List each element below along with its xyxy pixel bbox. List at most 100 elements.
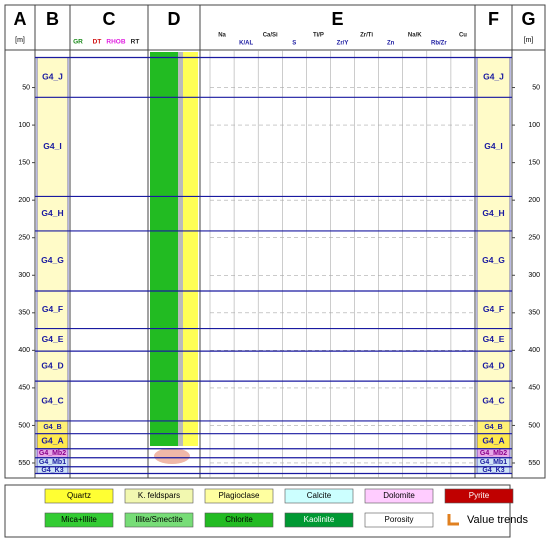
depth-unit: [m]: [15, 37, 25, 44]
legend-swatch: [204, 512, 274, 528]
curve-label: GR: [73, 39, 83, 46]
legend-swatch: [124, 512, 194, 528]
element-label: Na/K: [408, 33, 422, 39]
lithology-lens: [154, 448, 190, 464]
zone-label: G4_E: [483, 334, 505, 344]
depth-tick-label: 50: [22, 84, 30, 91]
zone-label: G4_Mb2: [39, 450, 66, 457]
zone-box: [36, 380, 69, 422]
zone-label: G4_B: [484, 424, 502, 431]
depth-tick-label: 350: [18, 310, 30, 317]
legend-label: Dolomite: [383, 491, 415, 500]
zone-label: G4_G: [41, 255, 64, 265]
zone-label: G4_D: [41, 360, 63, 370]
column-header: F: [488, 9, 499, 29]
element-label: Na: [218, 33, 226, 39]
zone-label: G4_J: [42, 72, 63, 82]
depth-tick-label: 450: [18, 385, 30, 392]
depth-tick-label: 50: [532, 84, 540, 91]
zone-label: G4_K3: [482, 467, 504, 474]
zone-label: G4_D: [482, 360, 504, 370]
legend-swatch: [204, 488, 274, 504]
legend-label: Mica+Illite: [61, 515, 97, 524]
legend-swatch: [44, 488, 114, 504]
legend-label: Quartz: [67, 491, 91, 500]
zone-label: G4_C: [41, 395, 63, 405]
lithology-clay: [150, 52, 178, 446]
depth-unit: [m]: [524, 37, 534, 44]
element-label: S: [292, 41, 296, 47]
depth-tick-label: 500: [528, 422, 540, 429]
depth-tick-label: 100: [528, 122, 540, 129]
zone-label: G4_E: [42, 334, 64, 344]
curve-label: DT: [93, 39, 102, 46]
column-header: A: [14, 9, 27, 29]
zone-label: G4_C: [482, 395, 504, 405]
depth-tick-label: 300: [18, 272, 30, 279]
depth-tick-label: 200: [528, 197, 540, 204]
curve-label: RT: [131, 39, 140, 46]
curve-label: RHOB: [106, 39, 125, 46]
legend-swatch: [444, 488, 514, 504]
column-header: B: [46, 9, 59, 29]
depth-tick-label: 400: [528, 347, 540, 354]
zone-box: [476, 350, 511, 382]
element-label: Zr/Y: [337, 41, 349, 47]
depth-tick-label: 150: [18, 159, 30, 166]
zone-label: G4_J: [483, 72, 504, 82]
element-label: Zn: [387, 41, 395, 47]
zone-box: [36, 57, 69, 98]
element-label: K/AL: [239, 41, 253, 47]
depth-tick-label: 200: [18, 197, 30, 204]
element-label: Rb/Zr: [431, 41, 447, 47]
zone-label: G4_H: [482, 208, 504, 218]
frame: [4, 4, 546, 479]
zone-box: [36, 230, 69, 292]
depth-tick-label: 250: [528, 235, 540, 242]
depth-tick-label: 300: [528, 272, 540, 279]
legend-label: Porosity: [385, 515, 414, 524]
legend-box: [4, 484, 511, 538]
legend-label: Pyrite: [469, 491, 490, 500]
element-label: Cu: [459, 33, 467, 39]
column-header: E: [331, 9, 343, 29]
depth-tick-label: 400: [18, 347, 30, 354]
depth-tick-label: 550: [528, 460, 540, 467]
legend-label: Value trends: [467, 514, 528, 526]
zone-label: G4_A: [41, 435, 63, 445]
legend-swatch: [364, 488, 434, 504]
zone-label: G4_Mb1: [39, 459, 66, 466]
zone-label: G4_A: [482, 435, 504, 445]
legend-swatch: [124, 488, 194, 504]
zone-box: [476, 57, 511, 98]
legend-swatch: [284, 488, 354, 504]
zone-box: [476, 230, 511, 292]
zone-label: G4_B: [43, 424, 61, 431]
lithology-quartz: [183, 52, 198, 446]
legend-label: K. feldspars: [138, 491, 180, 500]
depth-tick-label: 150: [528, 159, 540, 166]
zone-label: G4_I: [484, 141, 502, 151]
lithology-feldspar: [178, 52, 183, 446]
column-header: D: [168, 9, 181, 29]
depth-tick-label: 550: [18, 460, 30, 467]
zone-box: [476, 97, 511, 197]
legend-label: Illite/Smectite: [135, 515, 183, 524]
depth-tick-label: 450: [528, 385, 540, 392]
zone-box: [476, 290, 511, 329]
zone-box: [476, 380, 511, 422]
legend-label: Kaolinite: [304, 515, 335, 524]
zone-label: G4_G: [482, 255, 505, 265]
depth-tick-label: 100: [18, 122, 30, 129]
zone-box: [36, 196, 69, 232]
column-header: C: [103, 9, 116, 29]
element-label: Zr/Ti: [360, 33, 373, 39]
legend-swatch: [364, 512, 434, 528]
depth-tick-label: 250: [18, 235, 30, 242]
legend-swatch: [44, 512, 114, 528]
legend-icon: [447, 514, 459, 526]
element-label: Ca/Si: [263, 33, 278, 39]
zone-label: G4_F: [483, 304, 504, 314]
legend-label: Chlorite: [225, 515, 253, 524]
